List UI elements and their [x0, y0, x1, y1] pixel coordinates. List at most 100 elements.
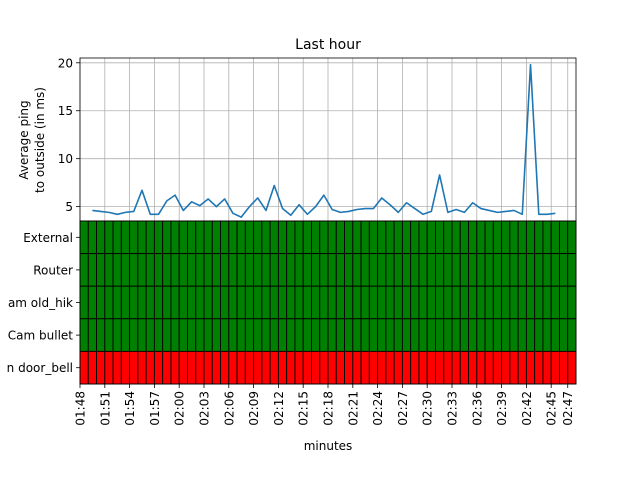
heatmap-xtick-label: 01:54	[123, 391, 137, 426]
heatmap-cell	[178, 253, 188, 287]
heatmap-cell	[451, 253, 461, 287]
heatmap-cell	[377, 350, 387, 385]
heatmap-cell	[236, 285, 246, 320]
heatmap-cell	[162, 285, 172, 320]
heatmap-cell	[96, 318, 106, 352]
heatmap-cell	[311, 350, 321, 385]
heatmap-cell	[335, 285, 345, 320]
heatmap-cell	[550, 318, 560, 352]
heatmap-cell	[492, 350, 503, 385]
heatmap-cell	[410, 318, 420, 352]
heatmap-cell	[170, 253, 180, 287]
heatmap-cell	[476, 220, 486, 255]
heatmap-cell	[195, 285, 205, 320]
heatmap-cell	[368, 220, 379, 255]
heatmap-cell	[459, 318, 469, 352]
heatmap-cell	[211, 253, 221, 287]
heatmap-cell	[203, 350, 213, 385]
heatmap-cell	[509, 318, 519, 352]
heatmap-cell	[451, 318, 461, 352]
heatmap-cells	[79, 220, 577, 385]
heatmap-cell	[228, 350, 238, 385]
heatmap-xtick-label: 02:42	[520, 391, 534, 426]
heatmap-cell	[443, 253, 453, 287]
heatmap-cell	[352, 253, 362, 287]
heatmap-cell	[492, 253, 503, 287]
heatmap-cell	[195, 318, 205, 352]
heatmap-cell	[162, 253, 172, 287]
heatmap-cell	[559, 350, 569, 385]
heatmap-cell	[244, 318, 255, 352]
heatmap-cell	[501, 220, 511, 255]
heatmap-cell	[360, 253, 370, 287]
heatmap-cell	[327, 285, 337, 320]
heatmap-cell	[261, 253, 271, 287]
heatmap-cell	[335, 350, 345, 385]
heatmap-xtick-label: 02:18	[322, 391, 336, 426]
heatmap-row-label: Cam bullet	[8, 329, 74, 343]
heatmap-cell	[220, 285, 230, 320]
heatmap-cell	[368, 285, 379, 320]
heatmap-row-label: n door_bell	[7, 361, 73, 375]
heatmap-cell	[269, 285, 279, 320]
heatmap-cell	[385, 220, 395, 255]
heatmap-cell	[368, 253, 379, 287]
heatmap-cell	[112, 253, 122, 287]
heatmap-cell	[509, 285, 519, 320]
heatmap-cell	[517, 318, 527, 352]
heatmap-cell	[137, 350, 147, 385]
heatmap-row-label: Router	[33, 263, 73, 277]
heatmap-cell	[145, 318, 155, 352]
heatmap-cell	[319, 318, 329, 352]
heatmap-cell	[385, 350, 395, 385]
heatmap-cell	[120, 318, 131, 352]
heatmap-cell	[187, 318, 197, 352]
heatmap-cell	[401, 350, 412, 385]
heatmap-cell	[410, 285, 420, 320]
heatmap-cell	[435, 318, 445, 352]
heatmap-cell	[112, 318, 122, 352]
heatmap-cell	[228, 285, 238, 320]
heatmap-xtick-label: 02:00	[173, 391, 187, 426]
heatmap-cell	[311, 318, 321, 352]
heatmap-cell	[443, 285, 453, 320]
heatmap-cell	[501, 318, 511, 352]
ping-ylabel-line1: Average ping	[17, 100, 31, 179]
heatmap-cell	[87, 285, 97, 320]
heatmap-cell	[120, 220, 131, 255]
heatmap-xtick-label: 01:57	[148, 391, 162, 426]
status-heatmap: External Router am old_hik Cam bullet n door…	[7, 220, 577, 453]
heatmap-cell	[327, 220, 337, 255]
heatmap-cell	[302, 318, 312, 352]
heatmap-cell	[484, 253, 494, 287]
heatmap-cell	[87, 220, 97, 255]
heatmap-cell	[170, 350, 180, 385]
heatmap-x-axis: 01:48 01:51 01:54 01:57 02:00 02:03 02:06 02:09…	[74, 384, 575, 426]
ping-ytick-label: 15	[58, 104, 73, 118]
heatmap-cell	[244, 285, 255, 320]
heatmap-cell	[559, 318, 569, 352]
heatmap-cell	[542, 220, 552, 255]
heatmap-cell	[211, 318, 221, 352]
heatmap-xtick-label: 02:15	[297, 391, 311, 426]
heatmap-cell	[476, 285, 486, 320]
heatmap-cell	[517, 350, 527, 385]
heatmap-cell	[104, 220, 114, 255]
heatmap-xtick-label: 02:47	[561, 391, 575, 426]
heatmap-cell	[426, 220, 436, 255]
heatmap-cell	[401, 253, 412, 287]
heatmap-cell	[559, 220, 569, 255]
heatmap-cell	[277, 253, 288, 287]
heatmap-cell	[129, 253, 139, 287]
heatmap-cell	[137, 253, 147, 287]
heatmap-cell	[153, 285, 164, 320]
heatmap-cell	[195, 220, 205, 255]
heatmap-cell	[120, 253, 131, 287]
heatmap-cell	[360, 285, 370, 320]
heatmap-cell	[220, 318, 230, 352]
heatmap-cell	[468, 350, 478, 385]
heatmap-cell	[468, 220, 478, 255]
heatmap-cell	[244, 220, 255, 255]
heatmap-xtick-label: 02:45	[545, 391, 559, 426]
